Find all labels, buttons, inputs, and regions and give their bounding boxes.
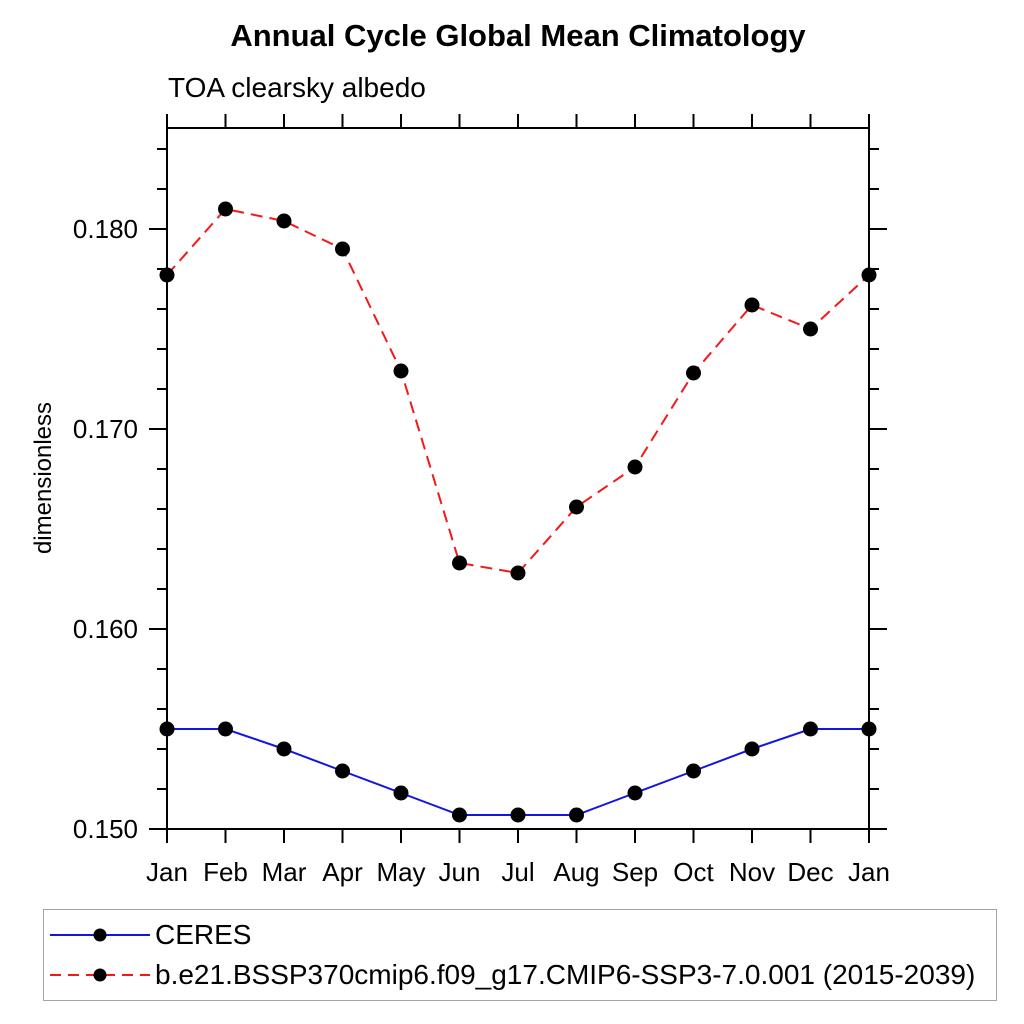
series-line-model xyxy=(166,207,870,575)
data-point-marker xyxy=(686,763,701,779)
data-point-marker xyxy=(452,807,467,823)
data-point-marker xyxy=(393,785,409,801)
series-line-ceres xyxy=(167,728,869,816)
data-point-marker xyxy=(218,721,233,737)
x-tick-label: Jul xyxy=(501,857,534,887)
data-point-marker xyxy=(335,241,350,257)
data-point-marker xyxy=(627,459,643,475)
data-point-marker xyxy=(803,321,818,337)
data-point-marker xyxy=(861,721,877,737)
legend-line-sample-solid xyxy=(50,928,150,942)
data-point-marker xyxy=(744,297,760,313)
chart-subtitle: TOA clearsky albedo xyxy=(168,72,426,103)
legend-item-model: b.e21.BSSP370cmip6.f09_g17.CMIP6-SSP3-7.… xyxy=(48,959,996,991)
data-point-marker xyxy=(218,201,233,217)
data-point-marker xyxy=(686,365,701,381)
x-tick-label: Jan xyxy=(848,857,890,887)
data-point-marker xyxy=(452,555,467,571)
x-tick-label: Jun xyxy=(439,857,481,887)
legend-line-sample-dashed xyxy=(50,968,150,982)
y-tick-label: 0.160 xyxy=(73,614,138,644)
data-point-marker xyxy=(569,499,584,515)
legend-label-model: b.e21.BSSP370cmip6.f09_g17.CMIP6-SSP3-7.… xyxy=(155,959,976,990)
x-tick-label: Sep xyxy=(612,857,658,887)
data-point-marker xyxy=(627,785,643,801)
x-tick-label: Aug xyxy=(553,857,599,887)
data-point-marker xyxy=(335,763,350,779)
data-point-marker xyxy=(159,267,175,283)
data-point-marker xyxy=(393,363,409,379)
chart-title: Annual Cycle Global Mean Climatology xyxy=(230,18,806,53)
data-point-marker xyxy=(744,741,760,757)
y-tick-label: 0.150 xyxy=(73,814,138,844)
plot-frame xyxy=(166,127,870,830)
data-point-marker xyxy=(159,721,175,737)
x-tick-label: Mar xyxy=(262,857,307,887)
data-point-marker xyxy=(803,721,818,737)
x-tick-label: Oct xyxy=(673,857,714,887)
x-tick-label: Dec xyxy=(787,857,833,887)
legend-label-ceres: CERES xyxy=(155,919,252,950)
x-tick-label: Apr xyxy=(322,857,363,887)
legend-item-ceres: CERES xyxy=(48,919,996,951)
x-tick-label: Jan xyxy=(146,857,188,887)
x-tick-label: Nov xyxy=(729,857,775,887)
data-point-marker xyxy=(276,741,292,757)
data-point-marker xyxy=(510,565,526,581)
legend: CERES b.e21.BSSP370cmip6.f09_g17.CMIP6-S… xyxy=(43,909,997,1001)
y-tick-label: 0.170 xyxy=(73,414,138,444)
data-point-marker xyxy=(861,267,877,283)
data-point-marker xyxy=(569,807,584,823)
y-tick-label: 0.180 xyxy=(73,214,138,244)
x-tick-label: Feb xyxy=(203,857,248,887)
x-tick-label: May xyxy=(376,857,425,887)
data-point-marker xyxy=(276,213,292,229)
data-point-marker xyxy=(510,807,526,823)
